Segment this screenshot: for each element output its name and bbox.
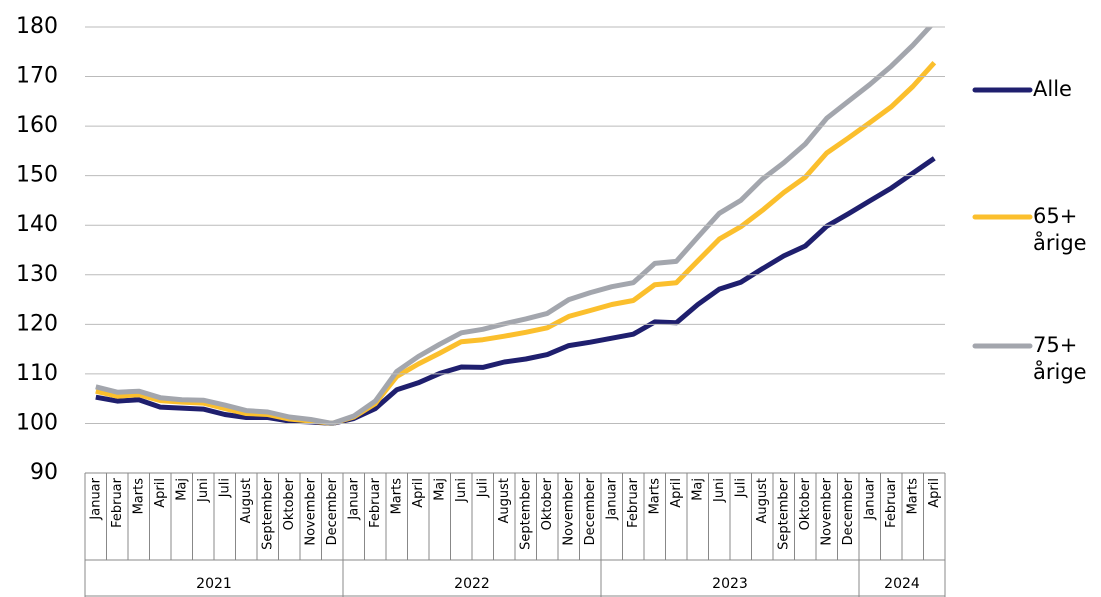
x-tick-label: Marts	[647, 478, 662, 515]
x-tick-label: Juni	[712, 478, 727, 503]
series-line	[95, 61, 937, 426]
y-tick-label: 100	[16, 410, 58, 435]
x-tick-label: Juli	[475, 478, 490, 498]
y-tick-label: 150	[16, 163, 58, 188]
plot-area	[95, 27, 937, 426]
y-tick-label: 90	[30, 460, 58, 485]
x-tick-label: Januar	[88, 477, 103, 520]
x-tick-label: Februar	[626, 477, 641, 528]
x-tick-label: Juni	[196, 478, 211, 503]
y-tick-label: 170	[16, 64, 58, 89]
y-tick-label: 130	[16, 262, 58, 287]
x-tick-label: November	[303, 477, 318, 545]
x-tick-label: Januar	[862, 477, 877, 520]
x-tick-label: August	[497, 478, 512, 524]
group-label: 2022	[454, 576, 490, 592]
x-tick-label: November	[561, 477, 576, 545]
x-tick-label: Februar	[884, 477, 899, 528]
x-tick-label: April	[927, 478, 942, 508]
y-tick-label: 140	[16, 212, 58, 237]
x-tick-label: August	[755, 478, 770, 524]
x-tick-label: Januar	[604, 477, 619, 520]
series-line	[95, 27, 934, 426]
x-tick-label: Februar	[110, 477, 125, 528]
y-tick-label: 120	[16, 311, 58, 336]
x-tick-label: Oktober	[798, 477, 813, 530]
x-tick-label: April	[153, 478, 168, 508]
x-tick-label: Marts	[131, 478, 146, 515]
group-label: 2024	[884, 576, 920, 592]
series-line	[95, 156, 936, 426]
x-tick-label: Maj	[174, 478, 189, 501]
x-tick-label: Juni	[454, 478, 469, 503]
x-tick-label: September	[518, 477, 533, 550]
y-tick-label: 160	[16, 113, 58, 138]
legend-label: Alle	[1033, 77, 1072, 101]
x-tick-label: September	[776, 477, 791, 550]
y-tick-label: 180	[16, 14, 58, 39]
x-tick-label: November	[819, 477, 834, 545]
x-tick-label: Maj	[690, 478, 705, 501]
x-tick-label: April	[669, 478, 684, 508]
x-tick-label: September	[260, 477, 275, 550]
x-tick-label: August	[239, 478, 254, 524]
x-tick-label: Oktober	[540, 477, 555, 530]
x-tick-label: December	[841, 477, 856, 545]
x-tick-label: April	[411, 478, 426, 508]
x-tick-label: Februar	[368, 477, 383, 528]
x-tick-label: December	[583, 477, 598, 545]
y-tick-label: 110	[16, 361, 58, 386]
x-tick-label: Juli	[733, 478, 748, 498]
group-label: 2023	[712, 576, 748, 592]
x-tick-label: Juli	[217, 478, 232, 498]
legend-label: 65+ årige	[1033, 204, 1087, 255]
x-tick-label: Marts	[389, 478, 404, 515]
legend-label: 75+ årige	[1033, 333, 1087, 384]
x-tick-label: Maj	[432, 478, 447, 501]
x-tick-label: Januar	[346, 477, 361, 520]
x-tick-label: Oktober	[282, 477, 297, 530]
x-tick-label: December	[325, 477, 340, 545]
group-label: 2021	[196, 576, 232, 592]
x-tick-label: Marts	[905, 478, 920, 515]
